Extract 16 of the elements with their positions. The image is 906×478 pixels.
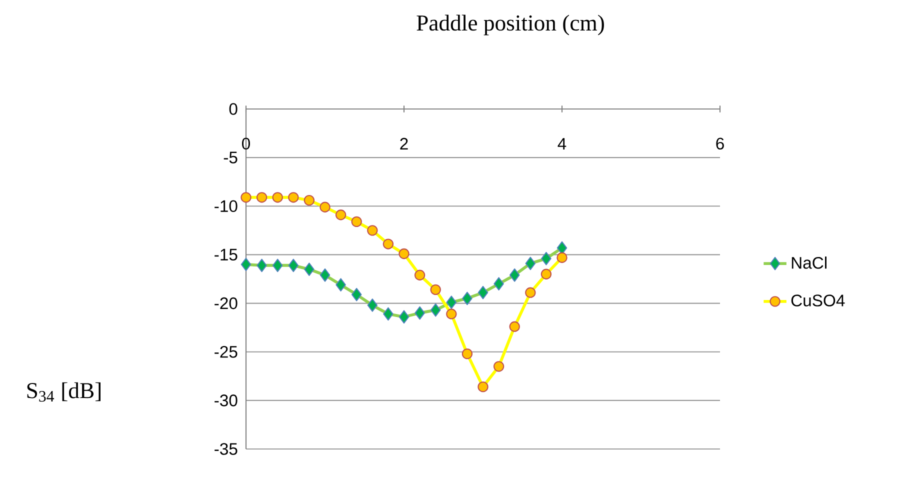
y-tick-label: 0 xyxy=(229,103,238,115)
legend-label: NaCl xyxy=(792,256,826,269)
y-tick-label: -5 xyxy=(224,152,238,164)
x-axis-title: Paddle position (cm) xyxy=(416,14,604,36)
y-tick-label: -25 xyxy=(214,346,238,358)
legend-label: CuSO4 xyxy=(791,294,845,306)
y-tick-label: -35 xyxy=(214,443,238,455)
y-tick-label: -30 xyxy=(214,394,238,406)
x-tick-label: 4 xyxy=(558,138,566,150)
text: S$_{34}$ [dB] xyxy=(27,382,101,402)
x-tick-label: 0 xyxy=(242,138,250,150)
y-tick-label: -15 xyxy=(214,248,238,261)
y-tick-label: -20 xyxy=(214,297,238,310)
x-tick-label: 2 xyxy=(400,138,408,150)
y-tick-label: -10 xyxy=(214,200,238,212)
x-tick-label: 6 xyxy=(716,138,724,150)
